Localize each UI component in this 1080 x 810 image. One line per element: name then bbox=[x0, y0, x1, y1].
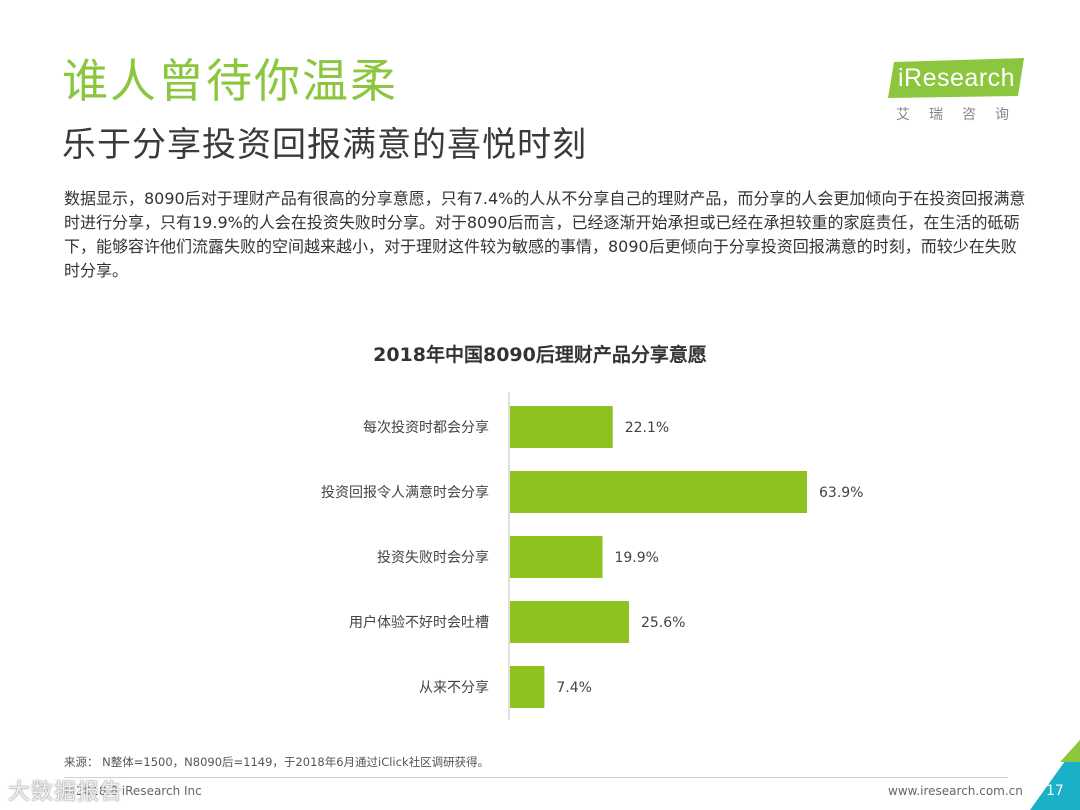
category-label: 每次投资时都会分享 bbox=[363, 419, 489, 436]
page-title: 谁人曾待你温柔 bbox=[62, 54, 398, 108]
description-paragraph: 数据显示，8090后对于理财产品有很高的分享意愿，只有7.4%的人从不分享自己的… bbox=[64, 189, 1026, 280]
footer-copyright: ©2018.8 iResearch Inc bbox=[64, 784, 202, 798]
category-label: 投资失败时会分享 bbox=[377, 549, 489, 566]
footer-divider bbox=[64, 777, 1008, 778]
bar-2 bbox=[510, 471, 807, 513]
category-label: 投资回报令人满意时会分享 bbox=[321, 484, 489, 501]
chart-title: 2018年中国8090后理财产品分享意愿 bbox=[373, 344, 707, 366]
corner-decoration-icon bbox=[1030, 740, 1080, 810]
source-note: 来源： N整体=1500，N8090后=1149，于2018年6月通过iClic… bbox=[64, 755, 490, 769]
iresearch-logo: iResearch 艾瑞咨询 bbox=[888, 58, 1028, 123]
logo-cn-text: 艾瑞咨询 bbox=[896, 107, 1028, 123]
logo-badge-icon bbox=[888, 58, 1024, 98]
value-label: 19.9% bbox=[614, 550, 658, 566]
value-label: 25.6% bbox=[641, 615, 685, 631]
value-label: 63.9% bbox=[819, 485, 863, 501]
value-label: 22.1% bbox=[625, 420, 669, 436]
footer-website: www.iresearch.com.cn bbox=[888, 784, 1023, 798]
watermark-text: 大数据报告 bbox=[8, 780, 124, 805]
bar-chart: 每次投资时都会分享 22.1% 投资回报令人满意时会分享 63.9% 投资失败时会分享 1… bbox=[321, 392, 863, 720]
category-label: 用户体验不好时会吐槽 bbox=[349, 614, 489, 631]
category-label: 从来不分享 bbox=[419, 679, 489, 696]
page-subtitle: 乐于分享投资回报满意的喜悦时刻 bbox=[62, 125, 587, 165]
bar-1 bbox=[510, 406, 613, 448]
bar-4 bbox=[510, 601, 629, 643]
logo-text: iResearch bbox=[898, 64, 1016, 92]
page-number: 17 bbox=[1046, 783, 1064, 799]
value-label: 7.4% bbox=[556, 680, 592, 696]
bar-5 bbox=[510, 666, 545, 708]
bar-3 bbox=[510, 536, 603, 578]
